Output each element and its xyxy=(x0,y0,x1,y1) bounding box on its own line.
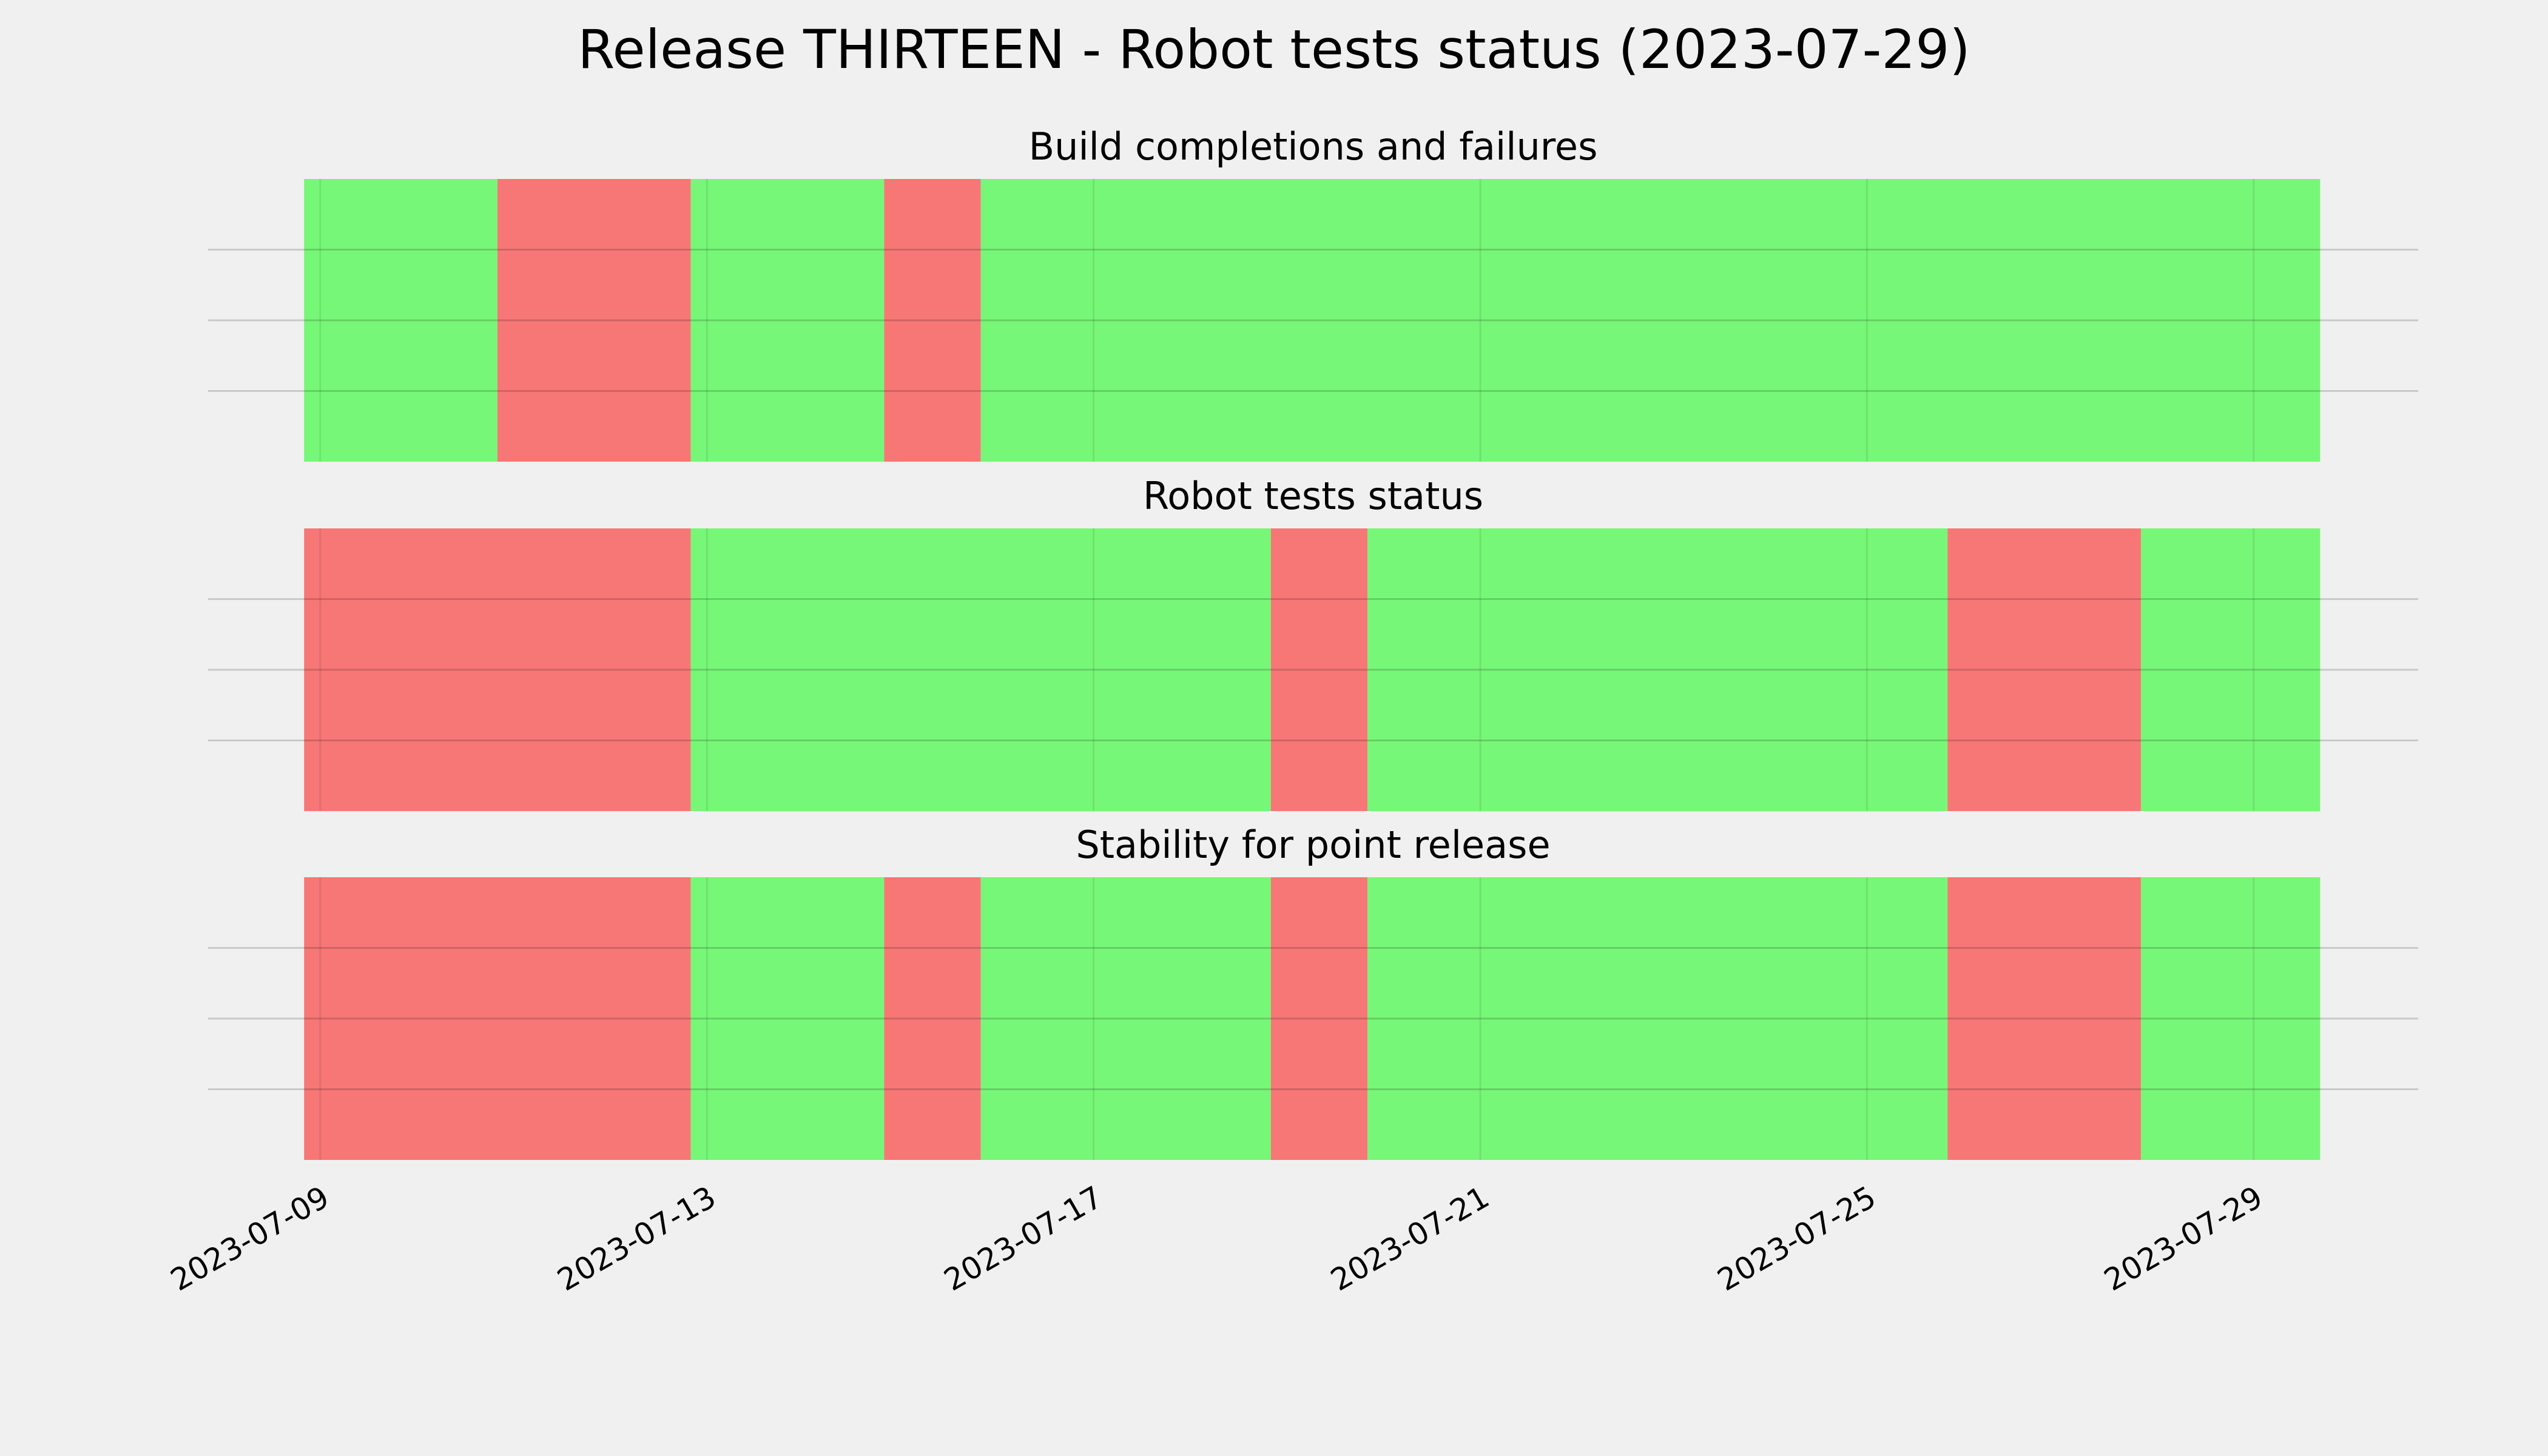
status-span xyxy=(304,179,497,462)
status-span xyxy=(690,877,885,1160)
status-span xyxy=(884,877,981,1160)
status-span xyxy=(2140,877,2320,1160)
status-span xyxy=(1367,877,1948,1160)
status-span xyxy=(884,179,981,462)
status-span xyxy=(980,179,2320,462)
figure-title: Release THIRTEEN - Robot tests status (2… xyxy=(578,18,1970,81)
status-span xyxy=(497,179,691,462)
status-span xyxy=(690,528,1271,811)
status-span xyxy=(1947,877,2141,1160)
subplot-title: Build completions and failures xyxy=(1029,124,1598,169)
status-span xyxy=(1270,528,1368,811)
status-span xyxy=(1270,877,1368,1160)
status-span xyxy=(690,179,885,462)
status-span xyxy=(1947,528,2141,811)
status-span xyxy=(1367,528,1948,811)
status-span xyxy=(980,877,1271,1160)
status-span xyxy=(2140,528,2320,811)
status-span xyxy=(304,528,691,811)
status-span xyxy=(304,877,691,1160)
subplot-title: Stability for point release xyxy=(1076,823,1550,867)
subplot-title: Robot tests status xyxy=(1143,474,1483,518)
